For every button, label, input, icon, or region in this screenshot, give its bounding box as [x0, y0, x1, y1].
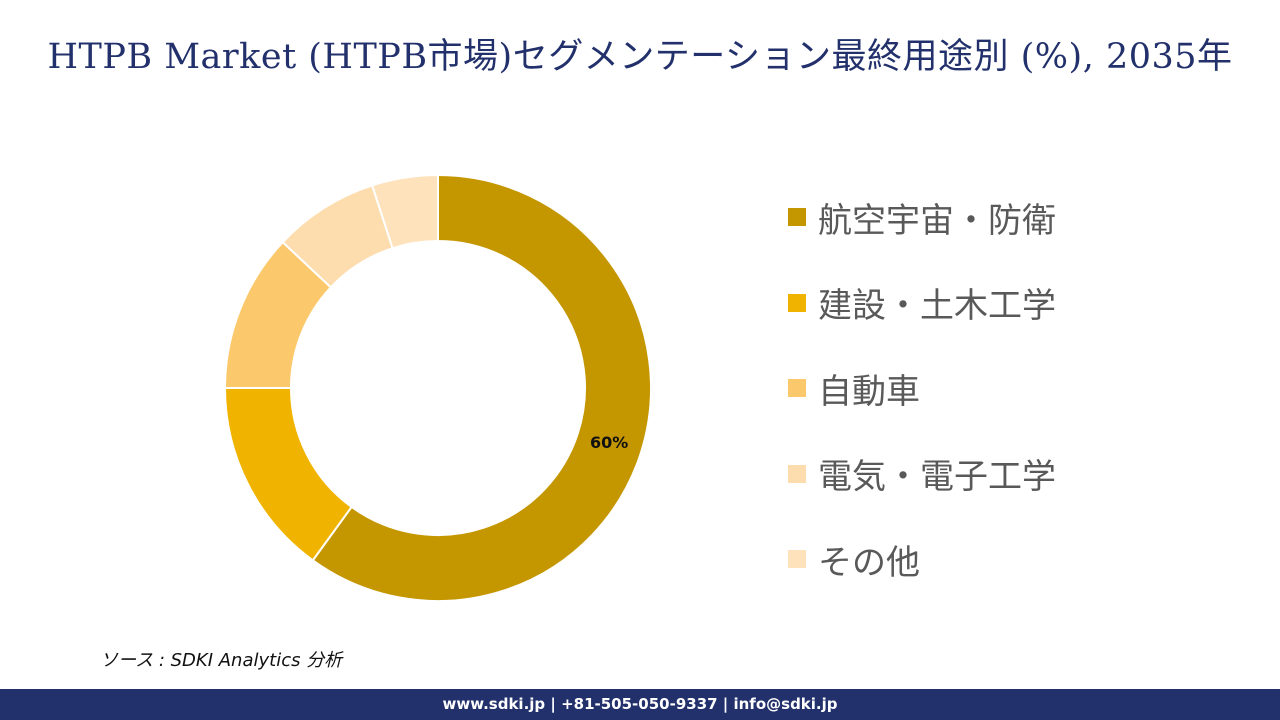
donut-slice [311, 173, 652, 602]
legend-item: 電気・電子工学 [788, 453, 1228, 497]
legend-swatch [788, 550, 806, 568]
data-label: 60% [590, 433, 628, 452]
legend-swatch [788, 379, 806, 397]
legend-item: その他 [788, 538, 1228, 583]
legend-item: 航空宇宙・防衛 [788, 196, 1228, 241]
legend-item: 自動車 [788, 367, 1228, 412]
source-note: ソース : SDKI Analytics 分析 [100, 650, 343, 671]
legend-label: 自動車 [818, 371, 920, 412]
legend-label: その他 [818, 542, 920, 583]
legend-label: 電気・電子工学 [818, 457, 1056, 497]
footer-bar: www.sdki.jp | +81-505-050-9337 | info@sd… [0, 689, 1280, 720]
donut-chart: 60% [223, 173, 652, 602]
legend-label: 建設・土木工学 [818, 286, 1056, 326]
donut-slice [223, 387, 353, 562]
legend-item: 建設・土木工学 [788, 282, 1228, 326]
donut-slice [370, 173, 439, 250]
chart-legend: 航空宇宙・防衛 建設・土木工学 自動車 電気・電子工学 その他 [788, 196, 1228, 624]
legend-swatch [788, 293, 806, 312]
legend-swatch [788, 464, 806, 483]
donut-data-labels: 60% [590, 433, 628, 452]
donut-slices [223, 173, 652, 602]
legend-label: 航空宇宙・防衛 [818, 200, 1056, 241]
legend-swatch [788, 208, 806, 226]
chart-title: HTPB Market (HTPB市場)セグメンテーション最終用途別 (%), … [47, 37, 1233, 77]
